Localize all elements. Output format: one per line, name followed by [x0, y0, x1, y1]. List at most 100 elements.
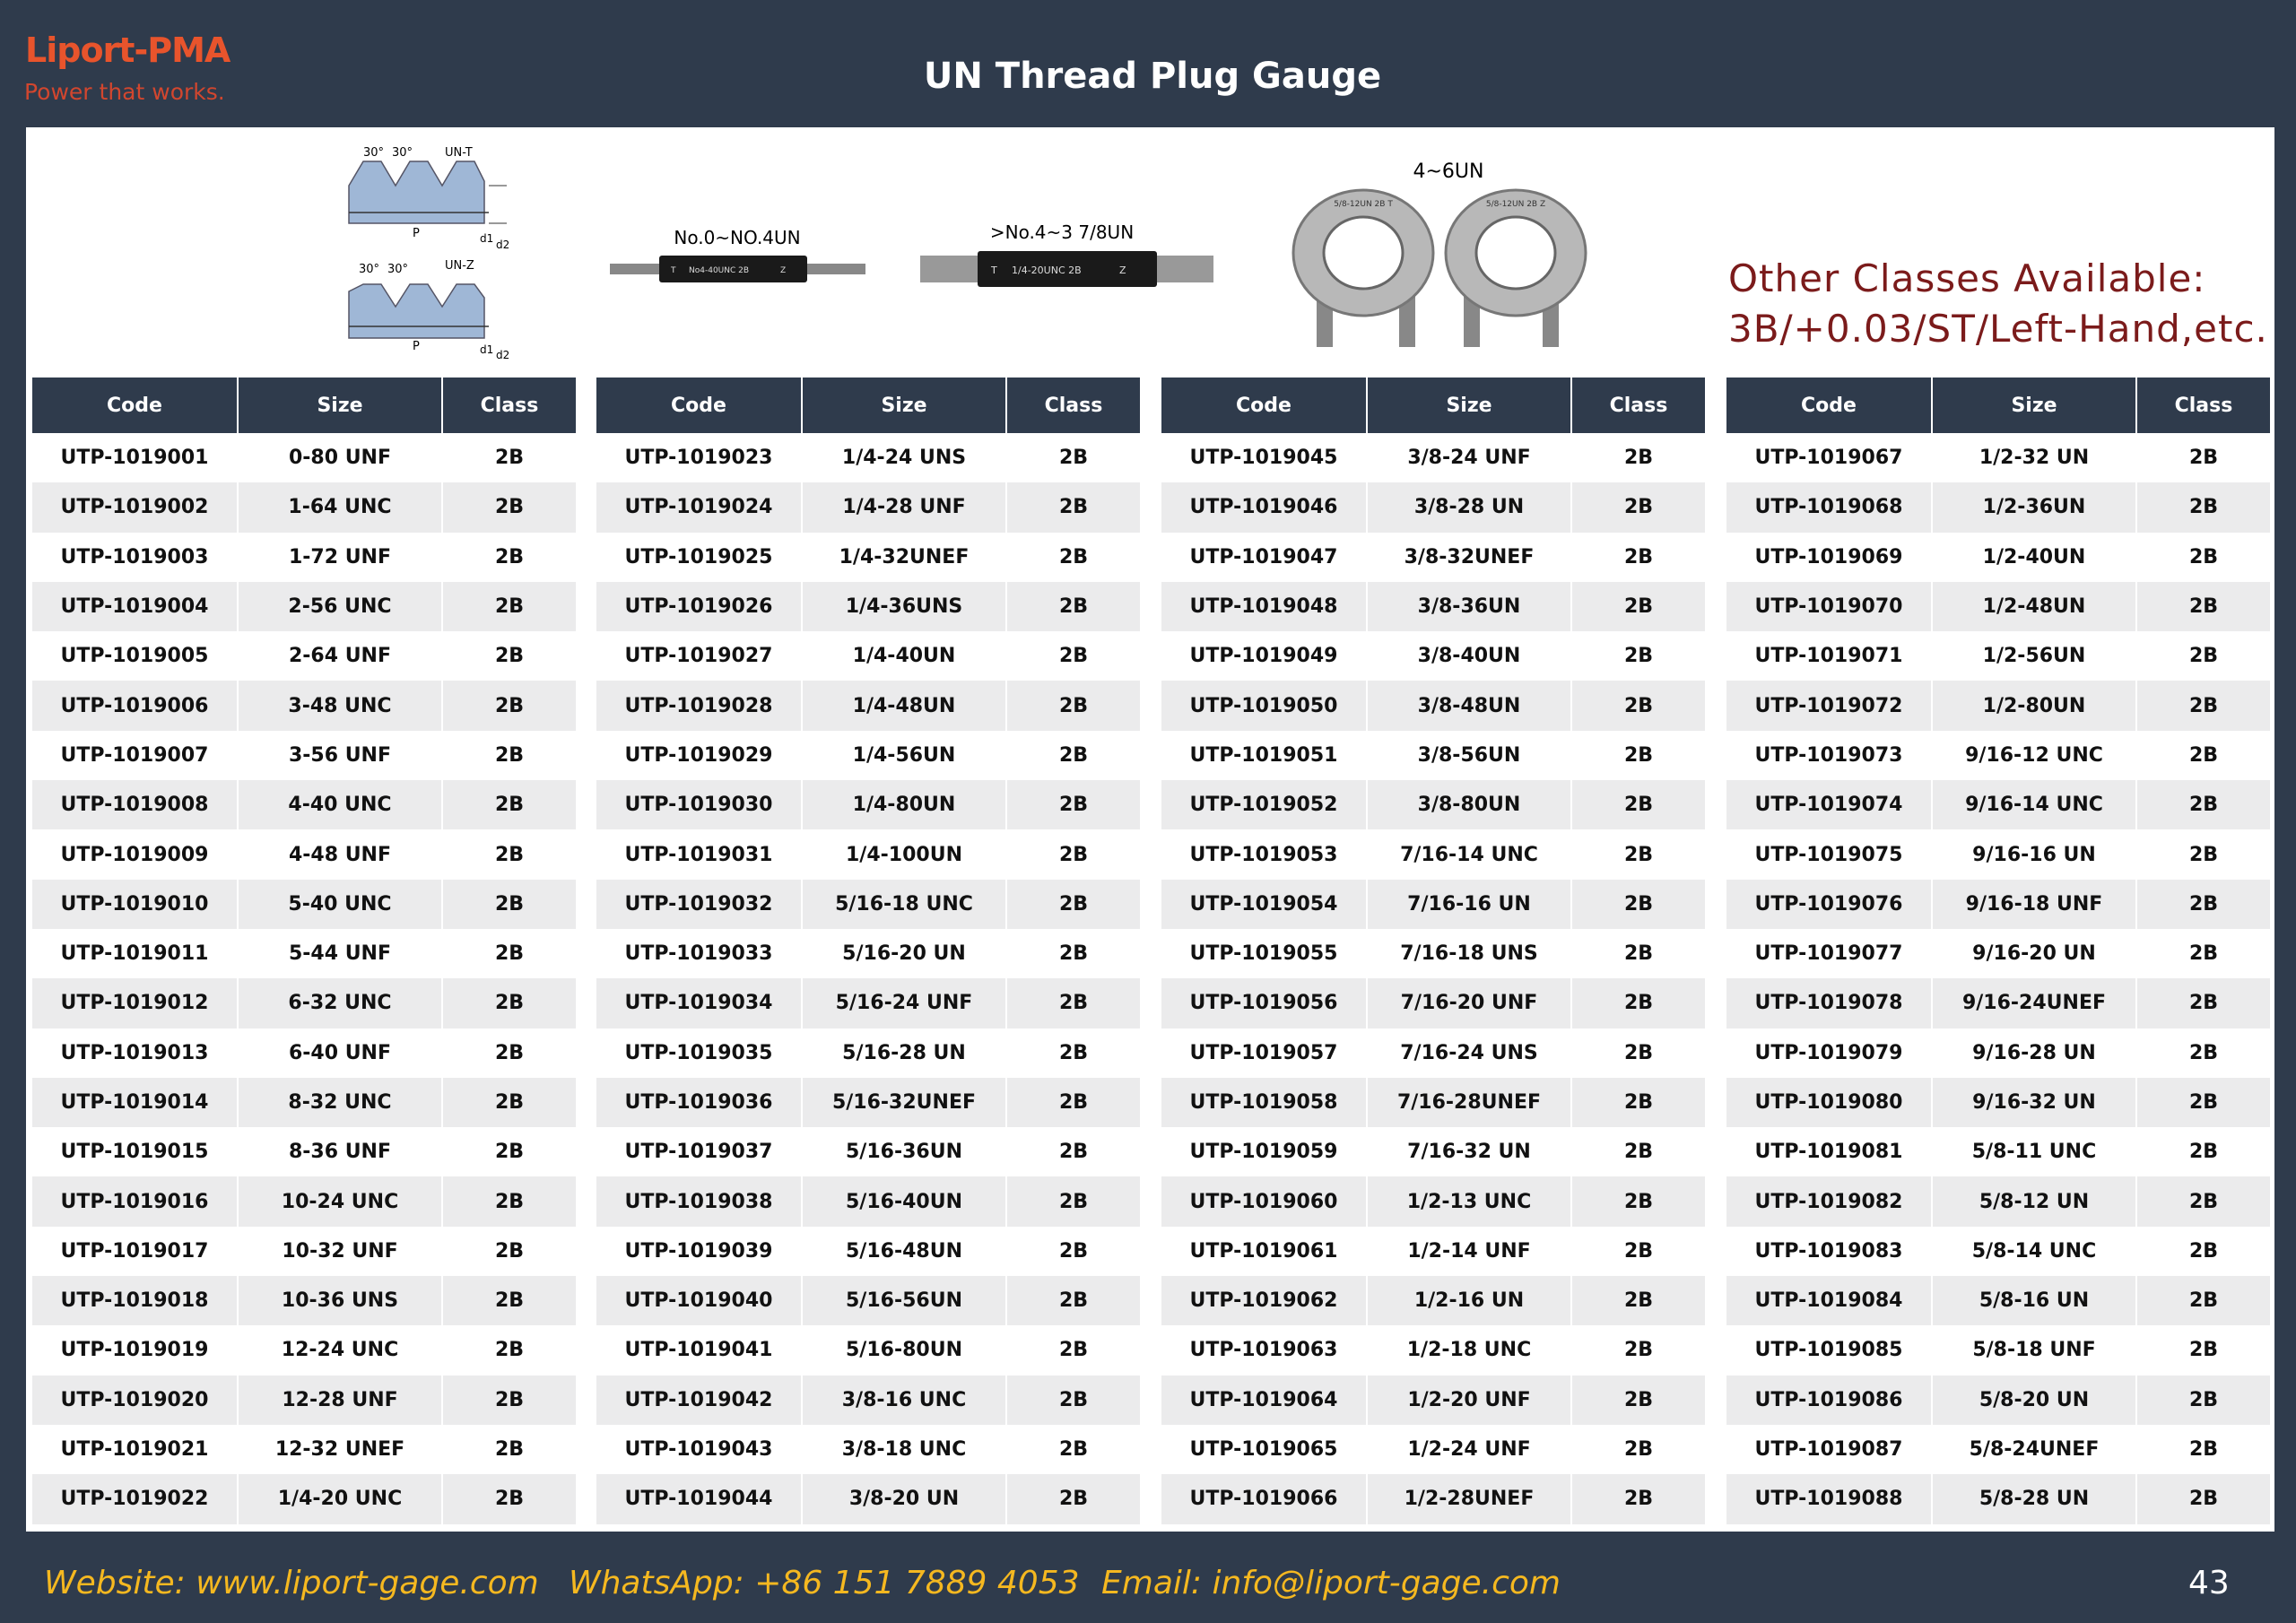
table-cell: UTP-1019055 [1161, 928, 1368, 979]
table-cell: UTP-1019057 [1161, 1028, 1368, 1078]
table-cell: 3-56 UNF [238, 730, 443, 781]
table-cell: 7/16-16 UN [1367, 879, 1572, 929]
table-cell: 1-64 UNC [238, 482, 443, 533]
table-cell: UTP-1019050 [1161, 681, 1368, 731]
table-cell: 2B [1623, 1041, 1654, 1064]
table-cell: UTP-1019009 [32, 829, 239, 880]
gauge-marking: Z [1119, 265, 1126, 276]
table-cell: UTP-1019047 [1161, 532, 1368, 582]
table-cell: 2B [494, 1339, 525, 1362]
table-cell: UTP-1019084 [1726, 1276, 1933, 1326]
tagline: Power that works. [24, 79, 225, 105]
table-cell: 3/8-20 UN [802, 1474, 1007, 1524]
gauge-caption: >No.4~3 7/8UN [990, 221, 1134, 243]
table-row: UTP-1019070 1/2-48UN 2B [1726, 581, 2270, 632]
table-row: UTP-1019065 1/2-24 UNF 2B [1161, 1424, 1705, 1475]
table-row: UTP-1019082 5/8-12 UN 2B [1726, 1176, 2270, 1227]
table-row: UTP-1019056 7/16-20 UNF 2B [1161, 978, 1705, 1028]
table-cell: 9/16-14 UNC [1932, 780, 2137, 830]
table-row: UTP-1019003 1-72 UNF 2B [32, 532, 576, 582]
table-cell: UTP-1019020 [32, 1375, 239, 1425]
table-cell: 5/16-24 UNF [802, 978, 1007, 1028]
table-cell: UTP-1019012 [32, 978, 239, 1028]
gauge-caption: No.0~NO.4UN [674, 227, 800, 248]
table-cell: UTP-1019046 [1161, 482, 1368, 533]
table-row: UTP-1019038 5/16-40UN 2B [596, 1176, 1140, 1227]
table-row: UTP-1019017 10-32 UNF 2B [32, 1226, 576, 1277]
table-cell: 2B [494, 942, 525, 966]
table-cell: UTP-1019011 [32, 928, 239, 979]
table-cell: UTP-1019042 [596, 1375, 803, 1425]
table-row: UTP-1019077 9/16-20 UN 2B [1726, 928, 2270, 979]
table-cell: 5/16-80UN [802, 1325, 1007, 1376]
table-cell: UTP-1019075 [1726, 829, 1933, 880]
table-row: UTP-1019031 1/4-100UN 2B [596, 829, 1140, 880]
table-cell: 2B [1623, 1438, 1654, 1462]
table-cell: 2B [442, 1176, 576, 1227]
table-row: UTP-1019050 3/8-48UN 2B [1161, 681, 1705, 731]
table-cell: UTP-1019044 [596, 1474, 803, 1524]
table-row: UTP-1019069 1/2-40UN 2B [1726, 532, 2270, 582]
gauge-table: Code Size Class UTP-1019023 1/4-24 UNS 2B UTP-… [596, 378, 1140, 1524]
table-cell: 5/8-12 UN [1932, 1176, 2137, 1227]
diagram-label: 30° [392, 146, 413, 160]
table-row: UTP-1019053 7/16-14 UNC 2B [1161, 829, 1705, 880]
table-cell: UTP-1019063 [1161, 1325, 1368, 1376]
table-cell: 2B [2136, 780, 2270, 830]
table-cell: 2B [1058, 1041, 1089, 1064]
table-cell: 12-24 UNC [238, 1325, 443, 1376]
table-cell: UTP-1019038 [596, 1176, 803, 1227]
table-cell: 2B [1058, 743, 1089, 767]
thread-diagram-bottom: 30° 30° UN-Z P d1 d2 [348, 259, 509, 361]
table-cell: UTP-1019067 [1726, 433, 1933, 483]
table-cell: 1/2-28UNEF [1367, 1474, 1572, 1524]
table-cell: 2B [2188, 545, 2219, 568]
table-cell: UTP-1019007 [32, 730, 239, 781]
table-cell: 1/4-20 UNC [238, 1474, 443, 1524]
table-row: UTP-1019055 7/16-18 UNS 2B [1161, 928, 1705, 979]
table-cell: UTP-1019034 [596, 978, 803, 1028]
table-row: UTP-1019029 1/4-56UN 2B [596, 730, 1140, 781]
table-cell: UTP-1019018 [32, 1276, 239, 1326]
table-cell: 2B [1623, 1339, 1654, 1362]
diagram-label: P [413, 340, 420, 353]
table-cell: UTP-1019024 [596, 482, 803, 533]
table-row: UTP-1019030 1/4-80UN 2B [596, 780, 1140, 830]
column-header: Size [802, 378, 1007, 433]
thread-diagram-top: 30° 30° UN-T P d1 d2 [348, 146, 509, 251]
table-cell: UTP-1019008 [32, 780, 239, 830]
table-row: UTP-1019043 3/8-18 UNC 2B [596, 1424, 1140, 1475]
table-cell: 5/8-14 UNC [1932, 1226, 2137, 1277]
table-row: UTP-1019008 4-40 UNC 2B [32, 780, 576, 830]
table-cell: 2B [2136, 681, 2270, 731]
table-cell: 3/8-36UN [1367, 581, 1572, 632]
table-cell: UTP-1019080 [1726, 1077, 1933, 1128]
table-cell: 2B [1006, 482, 1140, 533]
diagram-label: P [413, 227, 420, 240]
table-row: UTP-1019042 3/8-16 UNC 2B [596, 1375, 1140, 1425]
table-cell: 9/16-18 UNF [1932, 879, 2137, 929]
table-cell: 8-36 UNF [238, 1127, 443, 1177]
table-cell: 2-56 UNC [238, 581, 443, 632]
table-cell: 7/16-28UNEF [1367, 1077, 1572, 1128]
table-cell: 1/2-13 UNC [1367, 1176, 1572, 1227]
table-cell: 2B [442, 1474, 576, 1524]
table-cell: UTP-1019073 [1726, 730, 1933, 781]
table-cell: 2B [1006, 780, 1140, 830]
table-cell: UTP-1019017 [32, 1226, 239, 1277]
gauge-marking: 5/8-12UN 2B T [1334, 200, 1393, 209]
table-cell: 2B [442, 482, 576, 533]
table-cell: 1/4-36UNS [802, 581, 1007, 632]
table-cell: 2B [1623, 843, 1654, 866]
table-cell: 4-40 UNC [238, 780, 443, 830]
diagram-label: 30° [363, 146, 384, 160]
plug-gauge-small: No.0~NO.4UN T No4-40UNC 2B Z [610, 227, 865, 282]
table-row: UTP-1019025 1/4-32UNEF 2B [596, 532, 1140, 582]
table-cell: 5/16-28 UN [802, 1028, 1007, 1078]
table-cell: UTP-1019076 [1726, 879, 1933, 929]
table-cell: UTP-1019015 [32, 1127, 239, 1177]
table-cell: 2B [2136, 879, 2270, 929]
table-cell: 0-80 UNF [238, 433, 443, 483]
table-row: UTP-1019045 3/8-24 UNF 2B [1161, 433, 1705, 483]
table-cell: 2B [442, 1276, 576, 1326]
